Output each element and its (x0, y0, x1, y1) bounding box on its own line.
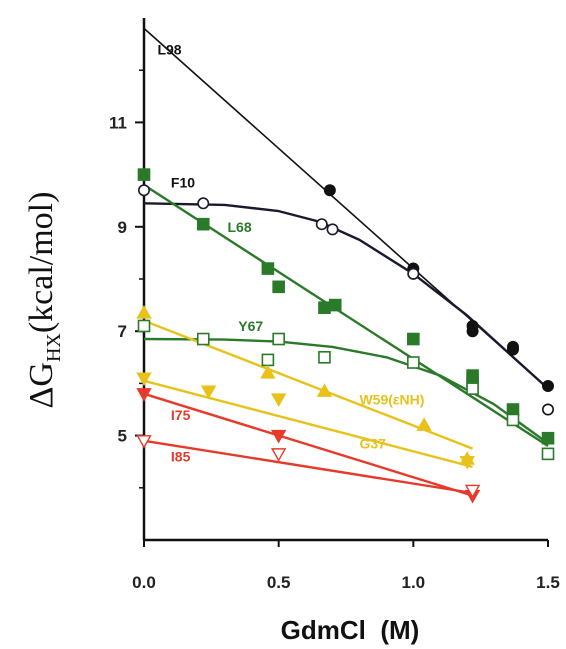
x-tick-label: 1.0 (402, 573, 426, 592)
data-point (136, 305, 152, 319)
data-point (328, 298, 342, 312)
data-point (260, 365, 276, 379)
data-point (136, 435, 152, 449)
y-axis-title-main: ΔG (23, 362, 60, 408)
series-labels: L98 F10 L68 Y67 W59(εNH) G37 I75 I85 (157, 42, 424, 465)
data-point (272, 332, 285, 346)
ticks: 0.0 0.5 1.0 1.5 5 7 9 11 (109, 69, 560, 592)
data-point (464, 484, 481, 499)
data-point (196, 217, 210, 231)
axes (142, 18, 548, 542)
fit-line-g37 (143, 379, 473, 469)
data-point (323, 184, 336, 197)
data-point (315, 218, 328, 231)
series-label: L98 (157, 42, 181, 58)
fit-line-f10 (143, 202, 549, 390)
fit-lines (143, 27, 549, 497)
series-label: L68 (227, 219, 251, 235)
series-label: Y67 (238, 318, 263, 334)
data-point (466, 382, 479, 395)
y-tick-label: 9 (118, 218, 127, 237)
series-label: W59(εNH) (359, 391, 424, 407)
y-tick-label: 7 (118, 322, 127, 341)
series-label: I75 (171, 407, 191, 423)
data-point (326, 223, 339, 236)
series-label: I85 (171, 449, 191, 465)
data-point (261, 353, 275, 367)
x-tick-label: 1.5 (536, 573, 560, 592)
y-tick-label: 5 (118, 427, 127, 446)
data-point (318, 350, 331, 364)
x-axis-title: GdmCl (M) (281, 615, 420, 645)
y-axis-title-sub: HX (43, 333, 65, 362)
data-point (318, 301, 331, 315)
data-points (136, 168, 555, 504)
series-label: F10 (171, 175, 195, 191)
data-point (270, 429, 287, 444)
data-point (541, 447, 555, 461)
data-point (541, 431, 555, 445)
fit-line-l68 (143, 183, 549, 448)
data-point (137, 168, 151, 181)
data-point (136, 372, 152, 387)
data-point (407, 356, 420, 369)
x-tick-label: 0.0 (132, 573, 156, 592)
fit-line-y67 (143, 337, 549, 445)
data-point (466, 325, 479, 338)
data-point (196, 332, 210, 346)
data-point (272, 280, 285, 294)
data-point (506, 413, 520, 427)
data-point (506, 403, 520, 416)
x-tick-label: 0.5 (267, 573, 291, 592)
fit-line-i85 (143, 439, 473, 495)
fit-line-i75 (143, 392, 473, 497)
data-point (137, 319, 151, 333)
data-point (459, 456, 475, 470)
data-point (407, 332, 420, 346)
data-point (416, 417, 432, 431)
data-point (270, 448, 287, 462)
y-axis-title-unit: (kcal/mol) (23, 192, 60, 334)
data-point (407, 267, 420, 280)
data-point (197, 197, 210, 210)
y-tick-label: 11 (109, 113, 127, 132)
data-point (261, 262, 275, 275)
data-point (138, 184, 151, 197)
data-point (200, 385, 217, 400)
data-point (270, 393, 287, 407)
data-point (136, 388, 152, 402)
series-label: G37 (359, 436, 386, 452)
data-point (541, 403, 554, 416)
data-point (506, 343, 519, 356)
y-axis-title: ΔGHX(kcal/mol) (23, 192, 65, 409)
data-point (541, 380, 554, 393)
data-point (316, 383, 333, 397)
